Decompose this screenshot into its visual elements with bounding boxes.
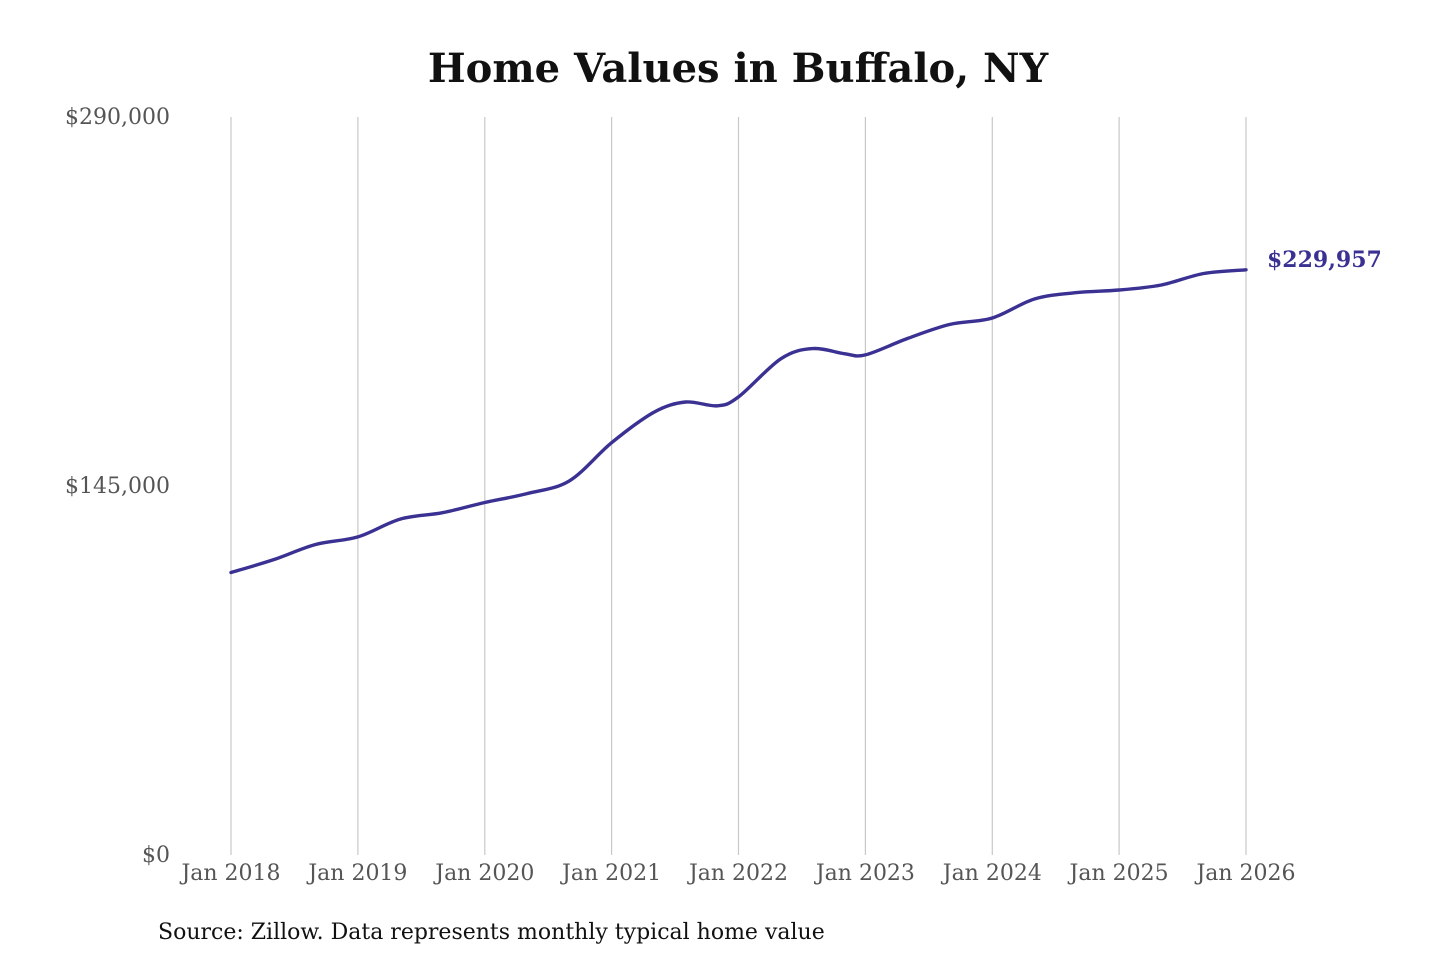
x-tick-label: Jan 2026: [1194, 861, 1295, 886]
x-tick-label: Jan 2020: [433, 861, 534, 886]
chart-title: Home Values in Buffalo, NY: [428, 45, 1049, 92]
x-tick-label: Jan 2018: [179, 861, 280, 886]
x-tick-label: Jan 2022: [687, 861, 788, 886]
x-axis-tick-labels: Jan 2018 Jan 2019 Jan 2020 Jan 2021 Jan 2022…: [179, 861, 1295, 886]
x-tick-label: Jan 2025: [1068, 861, 1169, 886]
source-note: Source: Zillow. Data represents monthly …: [158, 920, 825, 945]
x-tick-label: Jan 2021: [560, 861, 661, 886]
series-line: [229, 268, 1248, 575]
gridlines: [230, 117, 1247, 855]
y-tick-label: $290,000: [65, 105, 170, 130]
y-tick-label: $0: [142, 843, 170, 868]
x-tick-label: Jan 2023: [814, 861, 915, 886]
x-tick-label: Jan 2019: [306, 861, 407, 886]
end-value-label: $229,957: [1267, 247, 1382, 273]
y-tick-label: $145,000: [65, 474, 170, 499]
x-tick-label: Jan 2024: [941, 861, 1042, 886]
y-axis-tick-labels: $0 $145,000 $290,000: [65, 105, 170, 868]
